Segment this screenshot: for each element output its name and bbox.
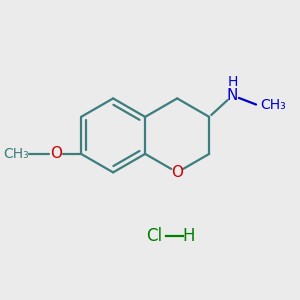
Text: H: H [183,227,195,245]
Text: Cl: Cl [146,227,162,245]
Text: CH₃: CH₃ [4,147,29,161]
Text: O: O [50,146,62,161]
Text: H: H [227,75,238,89]
Text: N: N [227,88,238,103]
Text: O: O [171,165,183,180]
Text: CH₃: CH₃ [260,98,286,112]
